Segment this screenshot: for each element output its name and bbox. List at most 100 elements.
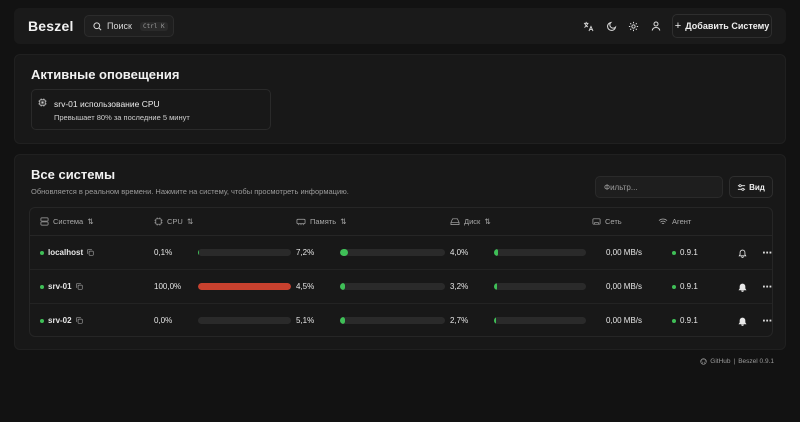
plus-icon: + — [674, 20, 682, 32]
column-cpu[interactable]: CPU ⇅ — [154, 217, 193, 226]
bell-icon — [738, 317, 746, 326]
user-icon — [651, 21, 661, 31]
copy-icon[interactable] — [75, 317, 83, 324]
column-agent: Агент — [658, 217, 691, 226]
cpu-icon — [38, 98, 47, 107]
disk-bar — [494, 249, 586, 256]
alerts-button[interactable] — [736, 315, 748, 327]
settings-button[interactable] — [625, 18, 641, 34]
memory-value: 5,1% — [296, 316, 315, 325]
add-system-label: Добавить Систему — [685, 21, 770, 31]
disk-bar — [494, 317, 586, 324]
memory-bar — [340, 283, 445, 290]
systems-subtitle: Обновляется в реальном времени. Нажмите … — [31, 187, 349, 196]
system-name[interactable]: srv-01 — [40, 282, 83, 291]
theme-toggle-button[interactable] — [604, 18, 620, 34]
sort-icon: ⇅ — [340, 217, 347, 226]
memory-bar — [340, 249, 445, 256]
system-name[interactable]: localhost — [40, 248, 94, 257]
top-bar: Beszel Поиск Ctrl K + Добавить Систему — [14, 8, 786, 44]
alert-description: Превышает 80% за последние 5 минут — [54, 113, 190, 122]
systems-table: Система ⇅ CPU ⇅ Память ⇅ Диск ⇅ Сеть — [29, 207, 773, 337]
alerts-button[interactable] — [736, 281, 748, 293]
cpu-bar — [198, 249, 291, 256]
more-icon[interactable]: ⋯ — [762, 315, 772, 327]
cpu-bar — [198, 317, 291, 324]
gear-icon — [628, 21, 638, 31]
table-row[interactable]: srv-01 100,0% 4,5% 3,2% 0,00 MB/s 0.9.1 — [30, 270, 772, 304]
ethernet-icon — [592, 218, 601, 225]
bell-icon — [738, 249, 746, 258]
search-icon — [93, 21, 102, 30]
column-memory[interactable]: Память ⇅ — [296, 217, 346, 226]
logo[interactable]: Beszel — [28, 18, 74, 34]
agent-status-dot — [672, 250, 676, 255]
sort-icon: ⇅ — [186, 217, 194, 226]
memory-value: 7,2% — [296, 248, 315, 257]
disk-bar-fill — [494, 283, 497, 290]
github-icon — [700, 358, 707, 365]
cpu-bar-fill — [198, 283, 291, 290]
language-button[interactable] — [580, 18, 596, 34]
footer-version[interactable]: Beszel 0.9.1 — [738, 358, 774, 365]
alert-item[interactable]: srv-01 использование CPU Превышает 80% з… — [31, 89, 271, 130]
github-link[interactable]: GitHub — [710, 358, 731, 365]
cpu-value: 100,0% — [154, 282, 182, 291]
server-icon — [40, 217, 49, 226]
network-value: 0,00 MB/s — [606, 282, 643, 291]
column-network[interactable]: Сеть — [592, 217, 622, 226]
hard-drive-icon — [450, 218, 460, 226]
active-alerts-card: Активные оповещения srv-01 использование… — [14, 54, 786, 144]
memory-bar-fill — [340, 249, 348, 256]
sort-icon: ⇅ — [87, 217, 94, 226]
shortcut-badge: Ctrl K — [139, 21, 168, 31]
column-system[interactable]: Система ⇅ — [40, 217, 94, 226]
agent-version: 0.9.1 — [672, 248, 698, 257]
bell-icon — [738, 283, 746, 292]
agent-version: 0.9.1 — [672, 316, 698, 325]
status-dot — [40, 318, 44, 323]
cpu-bar — [198, 283, 291, 290]
memory-value: 4,5% — [296, 282, 315, 291]
all-systems-card: Все системы Обновляется в реальном време… — [14, 154, 786, 350]
network-value: 0,00 MB/s — [606, 316, 643, 325]
copy-icon[interactable] — [75, 283, 83, 290]
add-system-button[interactable]: + Добавить Систему — [672, 14, 772, 38]
disk-value: 3,2% — [450, 282, 469, 291]
memory-bar — [340, 317, 445, 324]
footer: GitHub | Beszel 0.9.1 — [700, 358, 774, 365]
agent-status-dot — [672, 318, 676, 323]
translate-icon — [583, 21, 593, 31]
disk-bar-fill — [494, 317, 497, 324]
system-name[interactable]: srv-02 — [40, 316, 83, 325]
table-header: Система ⇅ CPU ⇅ Память ⇅ Диск ⇅ Сеть — [30, 208, 772, 236]
agent-status-dot — [672, 284, 676, 289]
more-icon[interactable]: ⋯ — [762, 247, 772, 259]
user-menu-button[interactable] — [648, 18, 664, 34]
view-button[interactable]: Вид — [729, 176, 773, 198]
sliders-icon — [738, 183, 746, 191]
wifi-icon — [658, 218, 668, 225]
table-row[interactable]: srv-02 0,0% 5,1% 2,7% 0,00 MB/s 0.9.1 — [30, 304, 772, 336]
sort-icon: ⇅ — [484, 217, 491, 226]
cpu-value: 0,0% — [154, 316, 173, 325]
footer-separator: | — [733, 358, 736, 365]
disk-bar — [494, 283, 586, 290]
disk-bar-fill — [494, 249, 498, 256]
search-label: Поиск — [107, 21, 132, 31]
search-button[interactable]: Поиск Ctrl K — [84, 15, 174, 37]
column-disk[interactable]: Диск ⇅ — [450, 217, 491, 226]
copy-icon[interactable] — [87, 249, 94, 256]
table-row[interactable]: localhost 0,1% 7,2% 4,0% 0,00 MB/s 0.9.1 — [30, 236, 772, 270]
memory-icon — [296, 218, 306, 226]
disk-value: 2,7% — [450, 316, 469, 325]
alerts-title: Активные оповещения — [31, 67, 180, 82]
memory-bar-fill — [340, 317, 346, 324]
memory-bar-fill — [340, 283, 345, 290]
alert-title: srv-01 использование CPU — [54, 99, 160, 109]
systems-title: Все системы — [31, 167, 116, 182]
filter-input[interactable]: Фильтр... — [595, 176, 723, 198]
alerts-button[interactable] — [736, 247, 748, 259]
more-icon[interactable]: ⋯ — [762, 281, 772, 293]
cpu-value: 0,1% — [154, 248, 173, 257]
